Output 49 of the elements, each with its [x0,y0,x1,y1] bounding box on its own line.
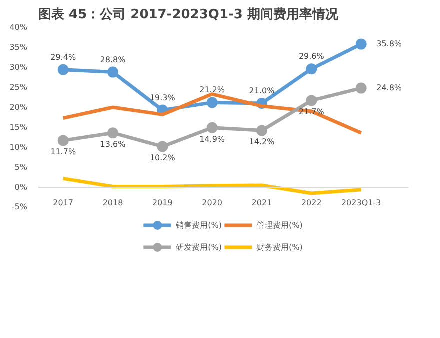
data-label: 35.8% [376,39,402,48]
point [58,64,69,76]
y-tick-label: 25% [10,83,28,92]
y-tick-label: -5% [12,202,28,212]
data-label: 11.7% [50,148,76,157]
x-tick-label: 2019 [152,198,173,208]
x-tick-label: 2023Q1-3 [341,198,382,208]
point [206,122,218,134]
legend-label: 财务费用(%) [257,242,303,252]
point [306,95,318,106]
y-tick-label: 35% [10,43,28,52]
x-tick-label: 2021 [252,198,272,208]
point [157,141,168,152]
data-label: 24.8% [376,83,402,92]
y-tick-label: 10% [10,143,28,152]
x-tick-label: 2018 [102,198,124,208]
data-label: 14.2% [249,138,276,147]
point [107,128,118,139]
data-label: 29.6% [298,52,325,62]
legend-label: 研发费用(%) [176,242,222,252]
line-series [62,176,364,196]
x-tick-label: 2017 [53,198,74,208]
point [256,125,268,136]
y-tick-label: 40% [10,23,28,32]
chart-title: 图表 45：公司 2017-2023Q1-3 期间费用率情况 [38,6,340,22]
data-label: 19.3% [150,93,176,102]
legend-label: 销售费用(%) [176,220,222,230]
legend-label: 管理费用(%) [257,220,303,230]
point [58,135,69,146]
point [206,97,218,108]
point [356,38,367,50]
y-tick-label: 30% [10,63,28,72]
data-label: 28.8% [100,55,126,64]
data-label: 13.6% [100,140,126,150]
data-label: 14.9% [200,134,226,144]
point [356,82,367,94]
y-tick-label: 0% [14,183,28,192]
data-label: 21.0% [249,86,276,96]
x-tick-label: 2020 [202,198,223,208]
point [306,64,318,75]
y-tick-label: 5% [14,163,28,172]
data-label: 29.4% [50,52,76,62]
point [107,66,118,78]
y-tick-label: 20% [10,103,28,112]
data-label: 10.2% [150,154,176,163]
data-label: 21.2% [200,86,226,95]
x-tick-label: 2022 [301,198,322,208]
y-tick-label: 15% [10,123,28,132]
line-series [62,92,364,135]
